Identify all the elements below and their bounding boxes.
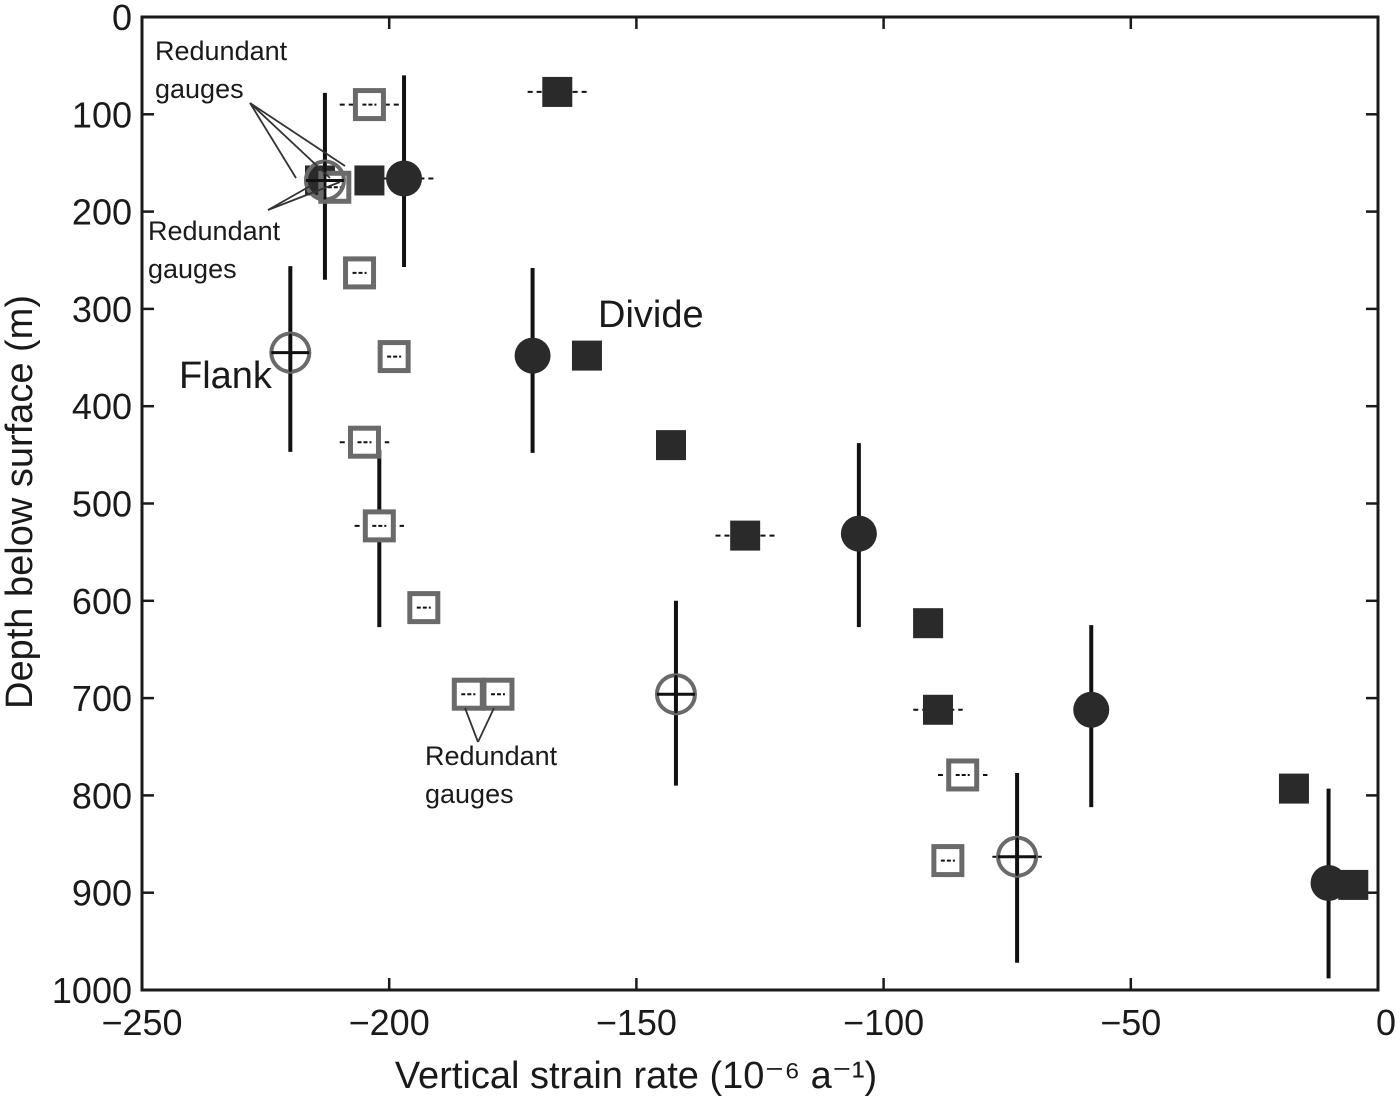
- annotation-leader-line: [267, 181, 341, 211]
- y-axis-label: Depth below surface (m): [0, 295, 41, 709]
- filled-circle-point: [514, 337, 551, 374]
- y-tick-label: 300: [72, 289, 132, 330]
- y-tick-label: 1000: [52, 970, 132, 1011]
- filled-square-point: [913, 608, 944, 639]
- data-points: [269, 76, 1369, 901]
- y-tick-label: 100: [72, 94, 132, 135]
- filled-square-point: [1278, 773, 1309, 804]
- y-tick-label: 200: [72, 192, 132, 233]
- y-tick-label: 0: [112, 0, 132, 38]
- x-tick-label: −50: [1100, 1002, 1161, 1043]
- annotation-redundant-1-line2: gauges: [155, 74, 244, 104]
- y-tick-label: 900: [72, 873, 132, 914]
- x-tick-label: −200: [349, 1002, 430, 1043]
- y-tick-label: 700: [72, 678, 132, 719]
- filled-square-point: [730, 520, 761, 551]
- annotations: [249, 102, 495, 743]
- error-bars: [288, 75, 1331, 979]
- open-square-point: [946, 758, 980, 792]
- x-tick-label: −100: [843, 1002, 924, 1043]
- x-tick-label: 0: [1376, 1002, 1396, 1043]
- filled-square-point: [354, 165, 385, 196]
- annotation-leader-line: [249, 102, 346, 167]
- filled-square-point: [571, 340, 602, 371]
- annotation-redundant-2-line1: Redundant: [148, 216, 281, 246]
- annotation-divide: Divide: [598, 294, 704, 336]
- y-tick-label: 400: [72, 386, 132, 427]
- annotation-redundant-3-line2: gauges: [425, 779, 514, 809]
- filled-circle-point: [1073, 691, 1110, 728]
- annotation-redundant-3-line1: Redundant: [425, 741, 558, 771]
- filled-circle-point: [386, 160, 423, 197]
- y-tick-label: 600: [72, 581, 132, 622]
- annotation-leader-line: [464, 707, 479, 743]
- annotation-redundant-1-line1: Redundant: [155, 36, 288, 66]
- annotation-flank: Flank: [179, 355, 273, 397]
- y-tick-label: 800: [72, 775, 132, 816]
- annotation-leader-line: [477, 707, 495, 743]
- annotation-leader-line: [249, 102, 331, 179]
- open-square-point: [481, 677, 515, 711]
- x-tick-label: −150: [596, 1002, 677, 1043]
- x-axis-label: Vertical strain rate (10⁻⁶ a⁻¹): [395, 1055, 877, 1097]
- open-square-point: [931, 844, 965, 878]
- filled-square-point: [922, 694, 953, 725]
- filled-square-point: [542, 76, 573, 107]
- y-tick-label: 500: [72, 484, 132, 525]
- annotation-leader-line: [267, 184, 313, 211]
- annotation-redundant-2-line2: gauges: [148, 254, 237, 284]
- x-tick-label: −250: [101, 1002, 182, 1043]
- tick-labels: −250 −200 −150 −100 −50 0 0 100 200 300 400 500 600 7…: [52, 0, 1396, 1043]
- annotation-leader-line: [249, 102, 297, 179]
- filled-square-point: [656, 430, 687, 461]
- filled-circle-point: [1310, 864, 1347, 901]
- axes: [140, 15, 1380, 992]
- filled-circle-point: [840, 515, 877, 552]
